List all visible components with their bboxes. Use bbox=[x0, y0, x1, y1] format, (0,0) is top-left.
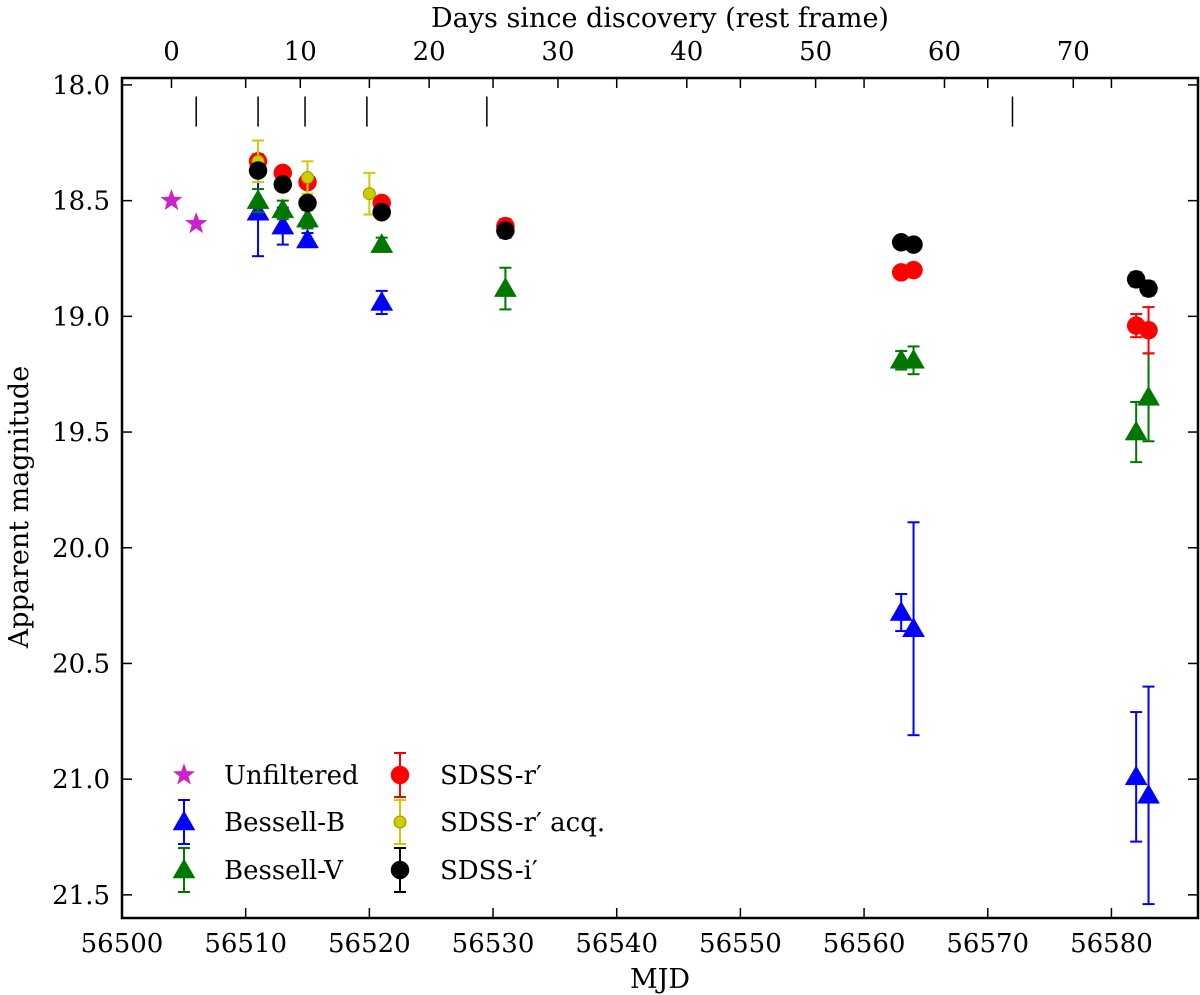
legend-marker-sdss-i-prime bbox=[390, 860, 410, 880]
x-axis-title: MJD bbox=[630, 964, 690, 995]
data-point-sdss-i-prime bbox=[273, 175, 293, 194]
top-tick-label: 40 bbox=[670, 37, 703, 67]
legend-marker-bessell-b bbox=[172, 810, 196, 831]
data-point-bessell-b bbox=[370, 290, 394, 311]
legend-label: Bessell-B bbox=[224, 808, 345, 838]
data-point-bessell-v bbox=[902, 348, 925, 369]
top-tick-label: 0 bbox=[163, 37, 180, 67]
legend-item-sdss-r-prime-acq: SDSS-r′ acq. bbox=[393, 799, 605, 845]
data-point-bessell-v bbox=[1124, 420, 1148, 441]
data-point-bessell-b bbox=[889, 601, 913, 621]
series-unfiltered bbox=[160, 188, 208, 234]
data-point-bessell-v bbox=[493, 277, 517, 297]
legend-label: Unfiltered bbox=[224, 761, 359, 791]
data-point-sdss-r-prime bbox=[1139, 320, 1158, 340]
legend-item-unfiltered: Unfiltered bbox=[172, 761, 359, 791]
legend-item-sdss-i-prime: SDSS-i′ bbox=[390, 847, 538, 893]
data-point-bessell-b bbox=[296, 228, 319, 249]
data-point-sdss-i-prime bbox=[496, 221, 515, 240]
y-tick-label: 20.0 bbox=[52, 534, 110, 564]
data-point-sdss-i-prime bbox=[298, 193, 317, 213]
series-bessell-v bbox=[246, 188, 1160, 464]
top-tick-label: 50 bbox=[799, 37, 832, 67]
x-tick-label: 56560 bbox=[823, 929, 906, 959]
x-tick-label: 56550 bbox=[699, 929, 782, 959]
data-point-bessell-b bbox=[1124, 765, 1148, 786]
y-tick-label: 19.5 bbox=[52, 418, 110, 448]
data-point-sdss-i-prime bbox=[904, 235, 923, 254]
series-sdss-i-prime bbox=[248, 161, 1158, 298]
x-tick-label: 56520 bbox=[328, 929, 411, 959]
y-tick-label: 21.0 bbox=[52, 765, 110, 795]
x-tick-label: 56580 bbox=[1070, 929, 1153, 959]
x-tick-label: 56530 bbox=[452, 929, 535, 959]
axis-ticks: 56500 56510 56520 56530 56540 56550 56560 56570… bbox=[52, 37, 1198, 959]
data-point-sdss-r-prime bbox=[904, 260, 923, 280]
top-axis-title: Days since discovery (rest frame) bbox=[431, 3, 889, 34]
data-point-sdss-i-prime bbox=[1139, 279, 1158, 298]
data-point-sdss-i-prime bbox=[372, 202, 391, 222]
y-tick-label: 18.5 bbox=[52, 187, 110, 217]
data-point-sdss-r-prime-acq bbox=[362, 187, 376, 201]
legend-label: SDSS-i′ bbox=[440, 856, 538, 886]
top-tick-label: 10 bbox=[284, 37, 317, 67]
data-point-bessell-v bbox=[1137, 385, 1160, 406]
legend-marker-unfiltered bbox=[172, 763, 196, 785]
data-point-unfiltered bbox=[185, 212, 208, 234]
legend-label: SDSS-r′ bbox=[440, 761, 542, 791]
y-tick-label: 18.0 bbox=[52, 71, 110, 101]
data-point-bessell-v bbox=[370, 233, 394, 253]
top-tick-label: 20 bbox=[413, 37, 446, 67]
top-tick-label: 60 bbox=[928, 37, 961, 67]
y-tick-label: 19.0 bbox=[52, 302, 110, 332]
x-tick-label: 56500 bbox=[81, 929, 164, 959]
data-point-unfiltered bbox=[160, 188, 183, 211]
legend-item-bessell-b: Bessell-B bbox=[172, 799, 345, 845]
plot-frame bbox=[120, 76, 1200, 920]
x-tick-label: 56570 bbox=[946, 929, 1029, 959]
legend-marker-sdss-r-prime bbox=[390, 765, 410, 785]
data-point-sdss-i-prime bbox=[248, 161, 268, 180]
x-tick-label: 56510 bbox=[204, 929, 287, 959]
y-axis-title: Apparent magnitude bbox=[4, 366, 35, 649]
data-point-bessell-v bbox=[271, 198, 295, 219]
legend-marker-bessell-v bbox=[172, 858, 196, 879]
data-points bbox=[160, 139, 1160, 906]
top-tick-label: 70 bbox=[1057, 37, 1090, 67]
data-point-sdss-r-prime-acq bbox=[301, 171, 315, 185]
legend-label: Bessell-V bbox=[224, 856, 344, 886]
legend-item-sdss-r-prime: SDSS-r′ bbox=[390, 752, 542, 798]
x-tick-label: 56540 bbox=[575, 929, 658, 959]
y-tick-label: 21.5 bbox=[52, 881, 110, 911]
legend-label: SDSS-r′ acq. bbox=[440, 808, 605, 838]
data-point-bessell-v bbox=[296, 207, 319, 228]
data-point-bessell-v bbox=[246, 189, 270, 209]
legend: Unfiltered Bessell-B Bessell-V SDSS-r′ SDSS-… bbox=[172, 752, 605, 893]
series-bessell-b bbox=[246, 167, 1160, 906]
legend-marker-sdss-r-prime-acq bbox=[393, 815, 407, 829]
top-tick-label: 30 bbox=[541, 37, 574, 67]
data-point-bessell-b bbox=[902, 617, 925, 637]
legend-item-bessell-v: Bessell-V bbox=[172, 847, 344, 893]
data-point-bessell-b bbox=[271, 214, 295, 235]
y-tick-label: 20.5 bbox=[52, 649, 110, 679]
data-point-bessell-b bbox=[1137, 783, 1160, 804]
